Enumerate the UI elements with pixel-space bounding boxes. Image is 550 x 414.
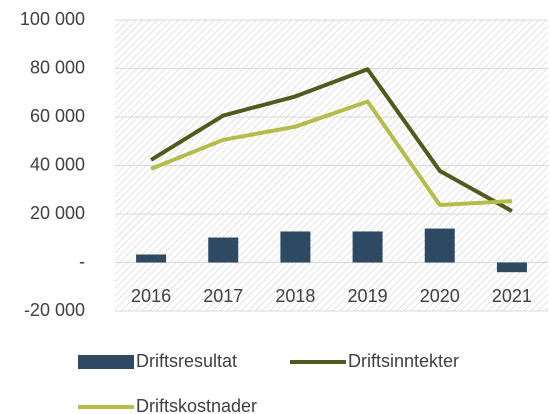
x-tick-label: 2020 [420,286,460,306]
y-tick-label: -20 000 [24,300,85,320]
bar [424,228,455,263]
legend-swatch [78,355,134,369]
x-tick-label: 2016 [131,286,171,306]
y-tick-label: 20 000 [30,203,85,223]
x-tick-label: 2021 [492,286,532,306]
x-tick-label: 2017 [203,286,243,306]
y-tick-label: - [79,251,85,271]
line [150,67,513,213]
legend-label: Driftsresultat [136,351,237,371]
bar [280,231,311,263]
y-tick-label: 60 000 [30,106,85,126]
x-tick-label: 2018 [275,286,315,306]
bar [496,262,527,273]
bar [352,231,383,263]
y-tick-label: 100 000 [20,9,85,29]
y-tick-label: 80 000 [30,57,85,77]
x-tick-label: 2019 [348,286,388,306]
bar [136,254,167,263]
legend-label: Driftskostnader [136,396,257,414]
line [150,99,513,208]
bar [208,237,239,263]
legend-label: Driftsinntekter [348,351,459,371]
y-tick-label: 40 000 [30,154,85,174]
